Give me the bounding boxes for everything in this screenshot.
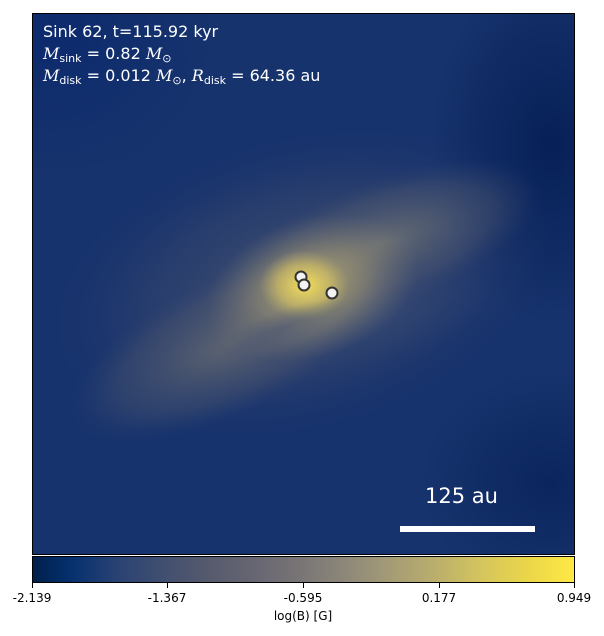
colorbar-tick-label: -2.139 bbox=[12, 591, 52, 605]
sink-mass-label: Msink = 0.82 M⊙ bbox=[43, 44, 172, 65]
colorbar-tick bbox=[167, 583, 168, 588]
sink-marker bbox=[297, 278, 311, 292]
sink-title: Sink 62, t=115.92 kyr bbox=[43, 22, 219, 41]
scale-bar bbox=[400, 526, 535, 532]
colorbar bbox=[32, 556, 575, 583]
sink-marker bbox=[325, 286, 339, 300]
colorbar-tick bbox=[32, 583, 33, 588]
colorbar-tick-label: -0.595 bbox=[283, 591, 323, 605]
colorbar-tick bbox=[303, 583, 304, 588]
colorbar-title: log(B) [G] bbox=[273, 609, 333, 623]
colorbar-tick bbox=[439, 583, 440, 588]
colorbar-tick bbox=[574, 583, 575, 588]
colorbar-tick-label: -1.367 bbox=[147, 591, 187, 605]
colorbar-tick-label: 0.949 bbox=[556, 591, 592, 605]
colorbar-tick-label: 0.177 bbox=[421, 591, 457, 605]
scale-bar-label: 125 au bbox=[425, 484, 498, 508]
disk-properties-label: Mdisk = 0.012 M⊙, Rdisk = 64.36 au bbox=[43, 66, 321, 87]
magnetic-field-map: Sink 62, t=115.92 kyr Msink = 0.82 M⊙ Md… bbox=[32, 13, 575, 555]
